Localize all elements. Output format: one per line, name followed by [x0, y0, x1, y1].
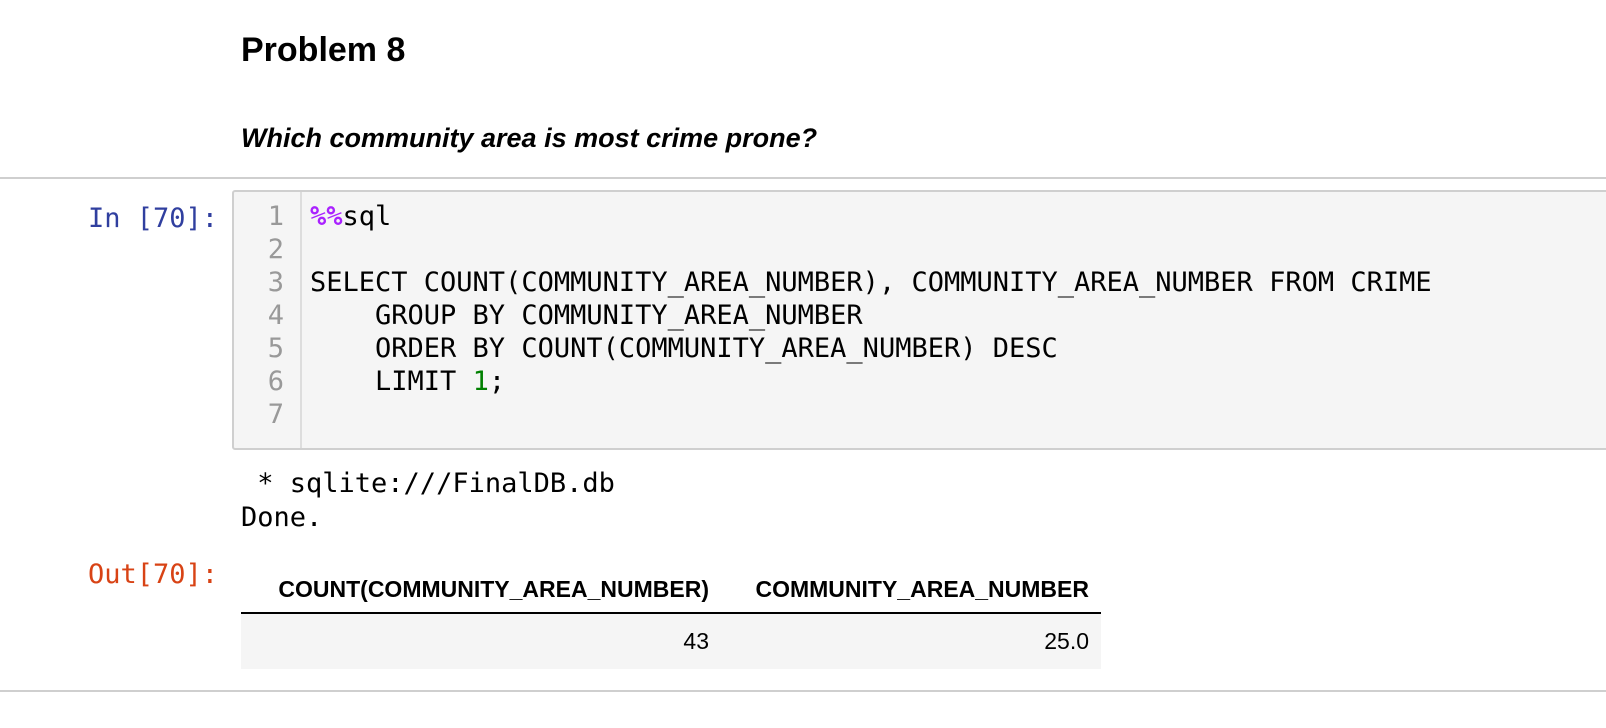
column-header: COMMUNITY_AREA_NUMBER: [721, 566, 1101, 614]
line-number: 5: [267, 333, 284, 364]
number-literal: 1: [472, 366, 489, 397]
column-header: COUNT(COMMUNITY_AREA_NUMBER): [241, 566, 721, 614]
line-number: 1: [267, 201, 284, 232]
table-row: 43 25.0: [241, 613, 1101, 669]
code-line: LIMIT 1;: [310, 365, 505, 399]
cell-magic: %%: [310, 201, 343, 232]
markdown-cell[interactable]: Problem 8 Which community area is most c…: [0, 0, 1606, 178]
result-table: COUNT(COMMUNITY_AREA_NUMBER) COMMUNITY_A…: [241, 566, 1101, 669]
status-output: Done.: [241, 502, 323, 533]
code-text: ;: [488, 366, 506, 397]
output-prompt: Out[70]:: [87, 559, 218, 590]
line-number: 6: [267, 366, 284, 397]
line-number: 4: [267, 300, 284, 331]
connection-output: * sqlite:///FinalDB.db: [241, 468, 615, 499]
code-text: LIMIT: [310, 366, 473, 397]
problem-question: Which community area is most crime prone…: [241, 123, 818, 153]
problem-title: Problem 8: [241, 31, 406, 69]
code-line: %%sql: [310, 200, 391, 234]
table-header-row: COUNT(COMMUNITY_AREA_NUMBER) COMMUNITY_A…: [241, 566, 1101, 614]
line-number: 2: [267, 234, 284, 265]
input-prompt: In [70]:: [87, 203, 218, 234]
code-editor[interactable]: 1 2 3 4 5 6 7 %%sql SELECT COUNT(COMMUNI…: [232, 190, 1606, 450]
cell-divider: [0, 690, 1606, 692]
code-line: ORDER BY COUNT(COMMUNITY_AREA_NUMBER) DE…: [310, 333, 1058, 364]
cell-divider: [0, 177, 1606, 179]
table-cell: 43: [241, 613, 721, 669]
table-cell: 25.0: [721, 613, 1101, 669]
code-line: SELECT COUNT(COMMUNITY_AREA_NUMBER), COM…: [310, 267, 1432, 298]
line-number: 3: [267, 267, 284, 298]
code-text: sql: [342, 201, 392, 232]
code-line: GROUP BY COMMUNITY_AREA_NUMBER: [310, 300, 863, 331]
line-number-gutter: 1 2 3 4 5 6 7: [234, 192, 302, 448]
line-number: 7: [267, 399, 284, 430]
